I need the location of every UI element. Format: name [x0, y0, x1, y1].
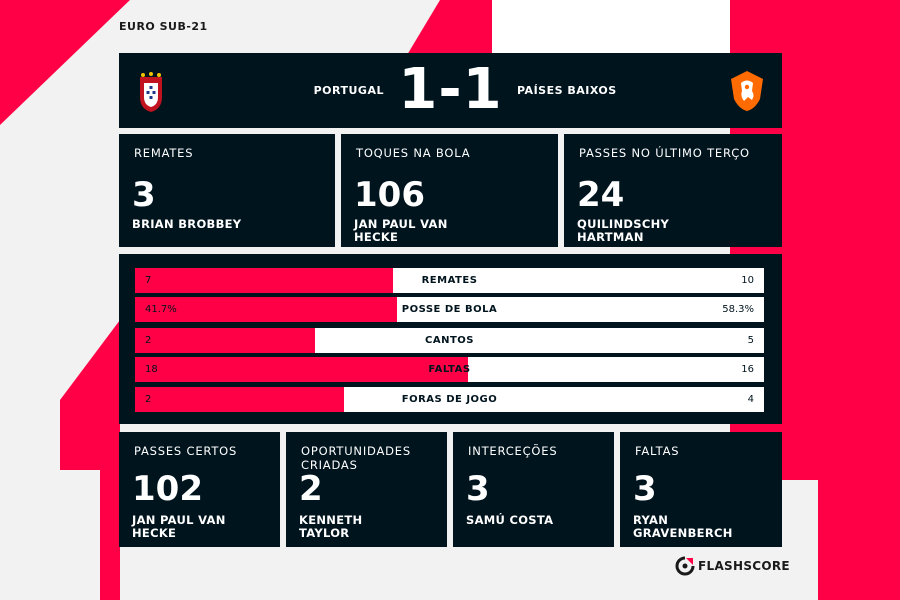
home-share-bar — [135, 268, 393, 293]
away-value: 58.3% — [722, 304, 754, 315]
away-value: 5 — [747, 335, 754, 346]
away-value: 10 — [741, 275, 754, 286]
comparison-row-fouls: 18 FALTAS 16 — [135, 357, 764, 382]
away-value: 16 — [741, 364, 754, 375]
stat-card-player: BRIAN BROBBEY — [132, 217, 242, 231]
match-header: PORTUGAL 1-1 PAÍSES BAIXOS — [119, 53, 782, 128]
stat-card-value: 2 — [299, 469, 323, 509]
stat-card-value: 24 — [577, 175, 625, 215]
home-value: 2 — [145, 335, 152, 346]
comparison-row-corners: 2 CANTOS 5 — [135, 328, 764, 353]
stat-card-touches: TOQUES NA BOLA 106 JAN PAUL VAN HECKE — [341, 134, 558, 247]
comparison-row-possession: 41.7% POSSE DE BOLA 58.3% — [135, 297, 764, 322]
away-value: 4 — [747, 394, 754, 405]
home-share-bar — [135, 328, 315, 353]
stat-card-player: JAN PAUL VAN HECKE — [132, 513, 226, 540]
away-team-name: PAÍSES BAIXOS — [517, 84, 617, 97]
stat-card-value: 3 — [132, 175, 156, 215]
netherlands-lion-crest-icon — [731, 71, 763, 111]
stat-card-player: JAN PAUL VAN HECKE — [354, 217, 448, 244]
stat-card-player: RYAN GRAVENBERCH — [633, 513, 733, 540]
stat-card-interceptions: INTERCEÇÕES 3 SAMÚ COSTA — [453, 432, 614, 547]
stat-card-label: FALTAS — [635, 444, 680, 458]
home-value: 18 — [145, 364, 158, 375]
stat-label: POSSE DE BOLA — [401, 304, 498, 315]
stat-card-label: PASSES CERTOS — [134, 444, 238, 458]
stat-label: CANTOS — [425, 335, 474, 346]
stat-card-player: QUILINDSCHY HARTMAN — [577, 217, 670, 244]
stat-card-value: 106 — [354, 175, 425, 215]
stat-label: FALTAS — [428, 364, 471, 375]
stat-card-value: 3 — [633, 469, 657, 509]
stat-card-player: KENNETH TAYLOR — [299, 513, 363, 540]
comparison-row-shots: 7 REMATES 10 — [135, 268, 764, 293]
stat-card-value: 3 — [466, 469, 490, 509]
home-team-name: PORTUGAL — [313, 84, 384, 97]
comparison-row-offsides: 2 FORAS DE JOGO 4 — [135, 387, 764, 412]
home-share-bar — [135, 357, 469, 382]
home-share-bar — [135, 387, 345, 412]
stat-card-label: INTERCEÇÕES — [468, 444, 558, 458]
home-value: 7 — [145, 275, 152, 286]
stat-card-label: REMATES — [134, 146, 194, 160]
stat-card-shots: REMATES 3 BRIAN BROBBEY — [119, 134, 335, 247]
home-share-bar — [135, 297, 398, 322]
stat-label: REMATES — [421, 275, 478, 286]
stat-card-final-third-passes: PASSES NO ÚLTIMO TERÇO 24 QUILINDSCHY HA… — [564, 134, 782, 247]
stat-card-fouls: FALTAS 3 RYAN GRAVENBERCH — [620, 432, 782, 547]
stat-card-player: SAMÚ COSTA — [466, 513, 554, 527]
stat-card-label: TOQUES NA BOLA — [356, 146, 471, 160]
stat-card-chances-created: OPORTUNIDADES CRIADAS 2 KENNETH TAYLOR — [286, 432, 447, 547]
stat-card-label: PASSES NO ÚLTIMO TERÇO — [579, 146, 750, 160]
match-score: 1-1 — [398, 57, 503, 122]
home-value: 2 — [145, 394, 152, 405]
stat-card-value: 102 — [132, 469, 203, 509]
competition-title: EURO SUB-21 — [119, 20, 208, 33]
flashscore-logo-icon — [675, 556, 695, 576]
brand-name: FLASHSCORE — [698, 559, 790, 573]
stat-card-accurate-passes: PASSES CERTOS 102 JAN PAUL VAN HECKE — [119, 432, 280, 547]
stat-label: FORAS DE JOGO — [401, 394, 498, 405]
team-comparison: 7 REMATES 10 41.7% POSSE DE BOLA 58.3% 2… — [119, 254, 782, 424]
home-value: 41.7% — [145, 304, 177, 315]
portugal-crest-icon — [140, 72, 162, 112]
stat-card-label: OPORTUNIDADES CRIADAS — [301, 444, 411, 472]
